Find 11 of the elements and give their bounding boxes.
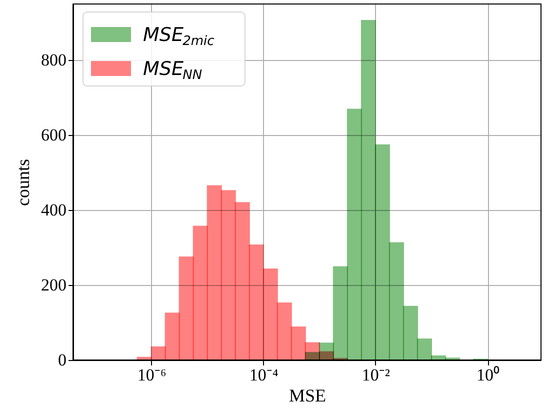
y-tick-label: 400 (41, 200, 66, 220)
x-axis-title: MSE (288, 386, 326, 406)
y-axis-title: counts (13, 159, 33, 206)
y-tick-label: 800 (41, 50, 66, 70)
x-tick-label: 10⁰ (476, 366, 500, 384)
x-tick-label: 10⁻⁴ (249, 366, 278, 384)
y-tick-label: 0 (58, 350, 66, 370)
x-tick-label: 10⁻² (362, 366, 390, 384)
y-tick-label: 600 (41, 126, 66, 145)
x-tick-label: 10⁻⁶ (137, 366, 166, 384)
y-tick-label: 200 (41, 276, 66, 295)
